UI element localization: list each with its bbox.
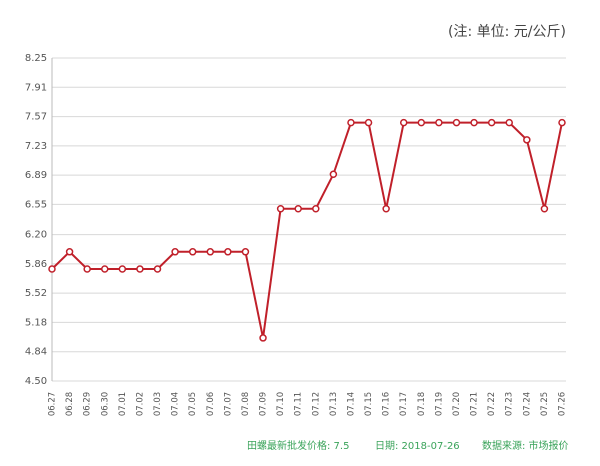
point bbox=[48, 265, 56, 273]
point bbox=[540, 204, 549, 213]
point bbox=[241, 248, 250, 256]
x-tick-label: 07.24 bbox=[522, 392, 532, 416]
y-tick-label: 6.55 bbox=[25, 199, 47, 210]
point bbox=[452, 118, 461, 127]
y-tick-label: 5.18 bbox=[25, 317, 47, 328]
x-tick-label: 07.16 bbox=[382, 392, 392, 416]
x-tick-label: 07.02 bbox=[135, 392, 145, 416]
x-tick-label: 07.14 bbox=[346, 392, 356, 416]
x-tick-label: 07.26 bbox=[558, 392, 568, 416]
x-tick-label: 07.08 bbox=[241, 392, 251, 416]
point bbox=[171, 248, 179, 256]
point bbox=[347, 118, 355, 127]
price-line bbox=[51, 121, 563, 339]
point bbox=[65, 248, 74, 256]
point bbox=[259, 334, 267, 342]
footer-date: 日期: 2018-07-26 bbox=[375, 440, 460, 452]
x-tick-label: 06.29 bbox=[83, 392, 93, 416]
footer-source: 数据来源: 市场报价 bbox=[482, 439, 569, 452]
x-tick-label: 07.13 bbox=[329, 392, 339, 416]
y-tick-label: 5.86 bbox=[25, 259, 47, 270]
x-tick-label: 07.17 bbox=[399, 392, 409, 416]
point bbox=[505, 118, 513, 127]
point bbox=[435, 118, 443, 127]
y-tick-label: 6.89 bbox=[25, 170, 47, 181]
x-tick-label: 07.12 bbox=[311, 392, 321, 416]
point bbox=[206, 248, 215, 256]
x-tick-label: 07.06 bbox=[206, 392, 216, 416]
point bbox=[136, 265, 144, 273]
point bbox=[558, 118, 566, 127]
x-tick-label: 07.25 bbox=[540, 392, 550, 416]
x-tick-label: 07.10 bbox=[276, 392, 286, 416]
x-tick-label: 07.11 bbox=[294, 392, 304, 416]
point bbox=[470, 118, 478, 127]
point bbox=[294, 204, 302, 213]
point bbox=[83, 265, 91, 273]
x-tick-label: 07.05 bbox=[188, 392, 198, 416]
x-tick-label: 07.21 bbox=[470, 392, 480, 416]
x-tick-label: 07.03 bbox=[153, 392, 163, 416]
point bbox=[382, 204, 390, 213]
x-tick-label: 07.22 bbox=[487, 392, 497, 416]
x-tick-label: 07.20 bbox=[452, 392, 462, 416]
point bbox=[312, 204, 320, 213]
point bbox=[276, 204, 285, 213]
y-tick-label: 8.25 bbox=[25, 53, 47, 64]
point bbox=[118, 265, 127, 273]
x-tick-label: 07.01 bbox=[118, 392, 128, 416]
y-tick-label: 7.23 bbox=[25, 141, 47, 152]
x-tick-label: 07.19 bbox=[434, 392, 444, 416]
x-tick-label: 06.27 bbox=[48, 392, 58, 416]
y-tick-label: 4.84 bbox=[25, 347, 47, 358]
point bbox=[188, 248, 197, 256]
point bbox=[101, 265, 109, 273]
point bbox=[523, 136, 531, 144]
y-tick-label: 6.20 bbox=[25, 230, 47, 241]
x-tick-label: 07.09 bbox=[259, 392, 269, 416]
y-tick-label: 7.57 bbox=[25, 112, 47, 123]
point bbox=[153, 265, 162, 273]
point bbox=[399, 118, 408, 127]
point bbox=[364, 118, 373, 127]
x-tick-label: 06.30 bbox=[100, 392, 110, 416]
point bbox=[224, 248, 232, 256]
y-tick-label: 4.50 bbox=[25, 376, 47, 387]
unit-note: (注: 单位: 元/公斤) bbox=[448, 24, 566, 40]
x-tick-label: 07.15 bbox=[364, 392, 374, 416]
x-tick-label: 06.28 bbox=[65, 392, 75, 416]
y-tick-label: 5.52 bbox=[25, 288, 47, 299]
x-tick-label: 07.04 bbox=[171, 392, 181, 416]
x-tick-label: 07.07 bbox=[223, 392, 233, 416]
x-tick-label: 07.23 bbox=[505, 392, 515, 416]
y-tick-label: 7.91 bbox=[25, 82, 47, 93]
x-tick-label: 07.18 bbox=[417, 392, 427, 416]
point bbox=[417, 118, 426, 127]
point bbox=[487, 118, 496, 127]
point bbox=[329, 170, 338, 179]
footer-price: 田螺最新批发价格: 7.5 bbox=[247, 439, 349, 452]
